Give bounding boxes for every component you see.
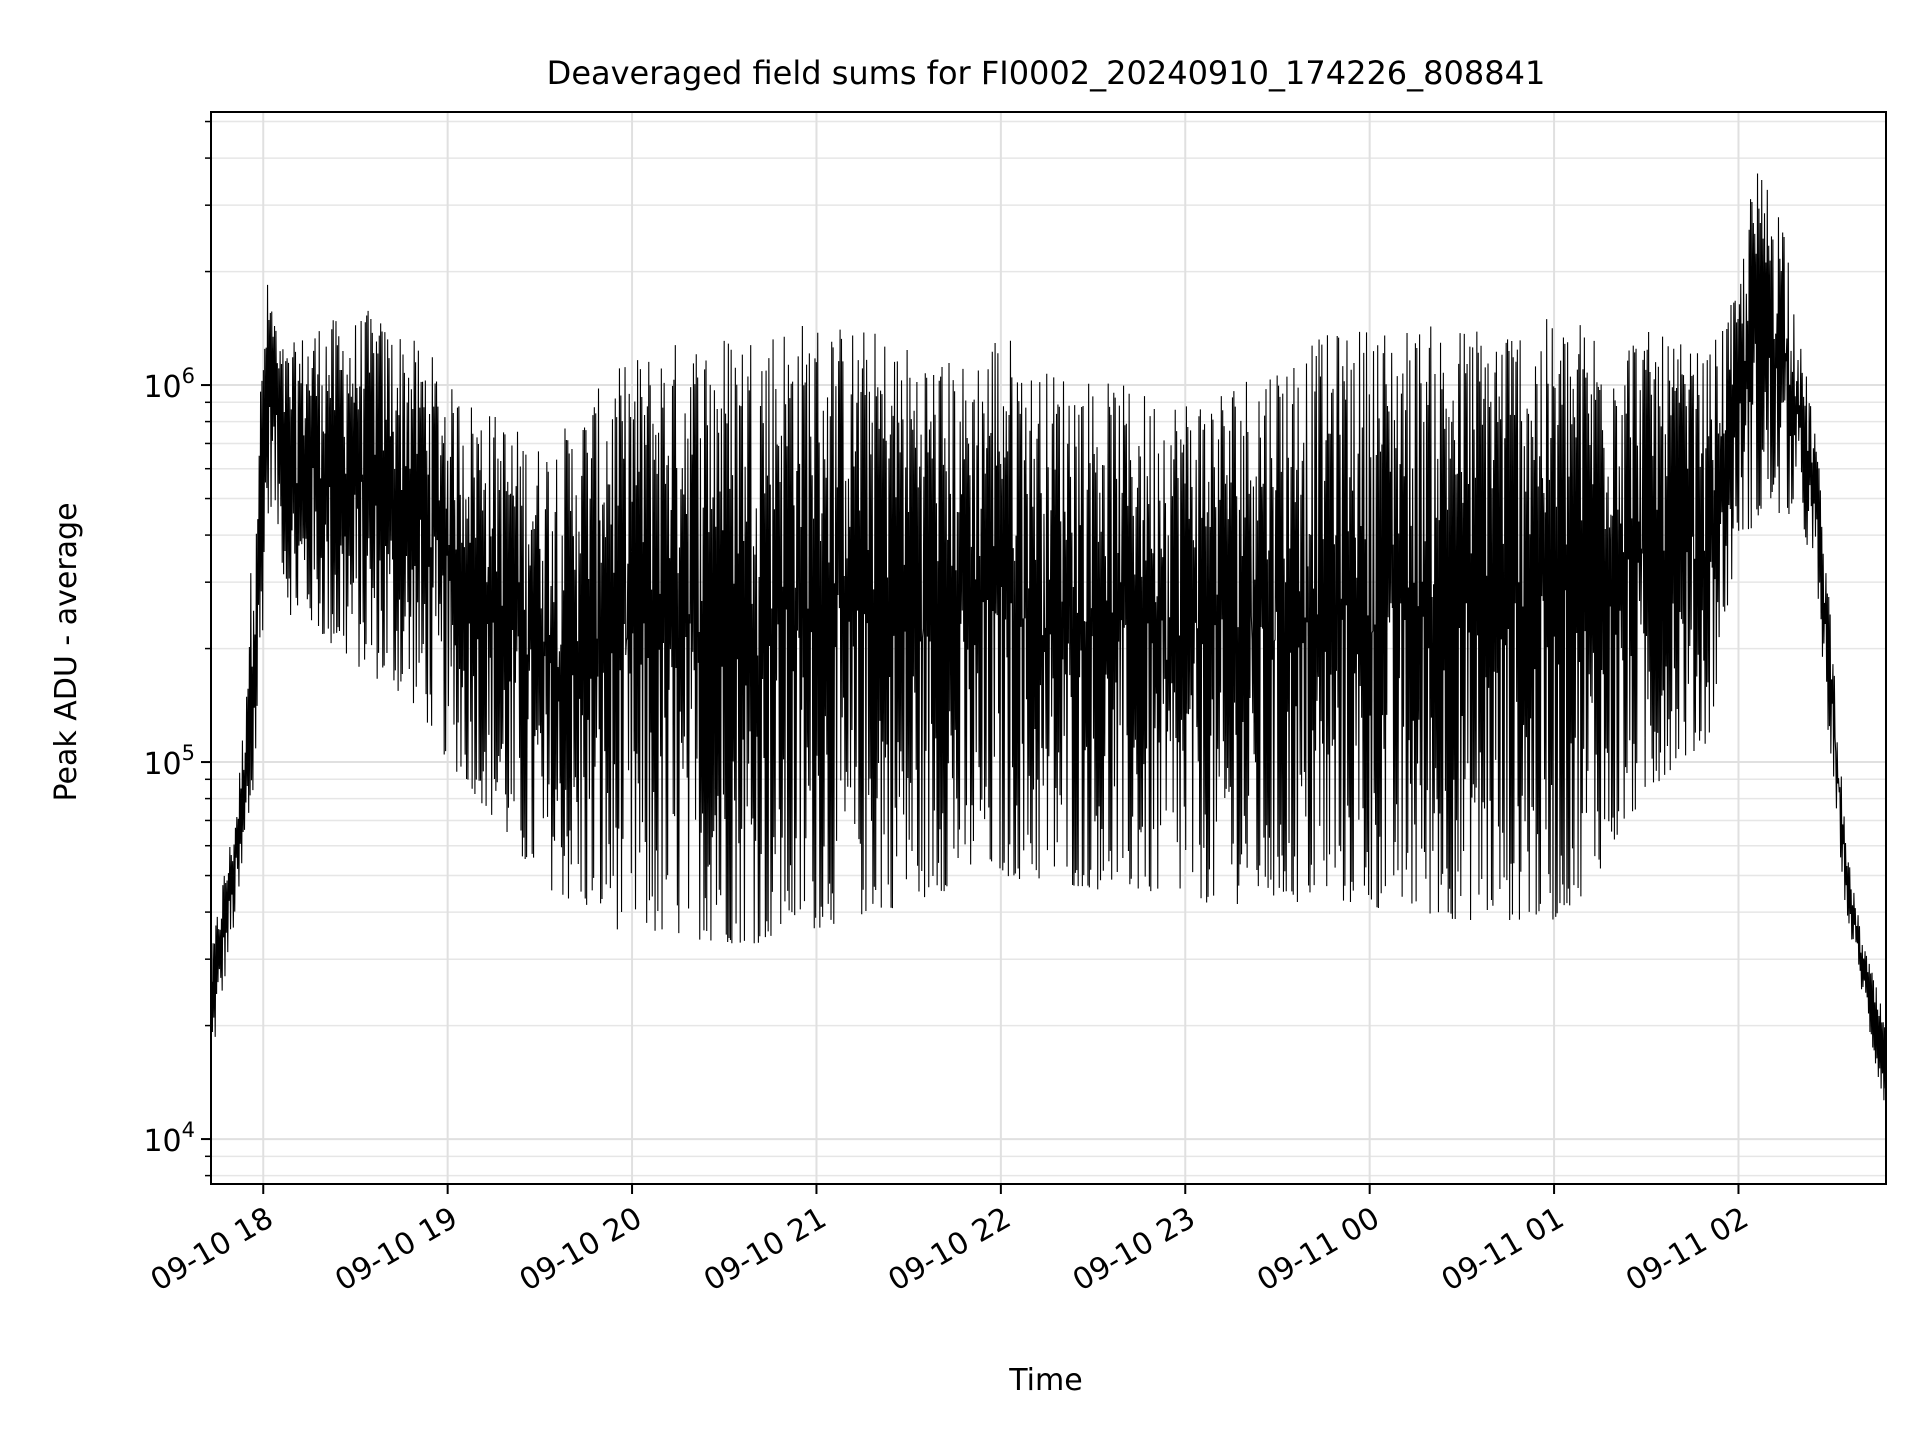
y-tick-label: 104	[143, 1118, 195, 1159]
y-tick-label: 105	[143, 741, 195, 782]
y-axis-label: Peak ADU - average	[49, 502, 84, 801]
series-line	[210, 173, 1887, 1101]
y-tick-label: 106	[143, 364, 195, 405]
x-axis-label: Time	[1008, 1363, 1082, 1398]
series-layer	[210, 173, 1887, 1101]
ticks-layer	[201, 120, 1740, 1194]
chart-title: Deaveraged field sums for FI0002_2024091…	[547, 54, 1546, 92]
